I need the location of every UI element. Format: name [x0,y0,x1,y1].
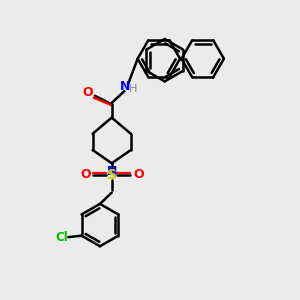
Text: H: H [129,84,137,94]
Text: N: N [106,165,117,178]
Text: S: S [107,168,117,182]
Text: O: O [133,168,143,181]
Text: Cl: Cl [56,231,68,244]
Text: N: N [120,80,130,93]
Text: O: O [82,86,93,99]
Text: O: O [80,168,91,181]
